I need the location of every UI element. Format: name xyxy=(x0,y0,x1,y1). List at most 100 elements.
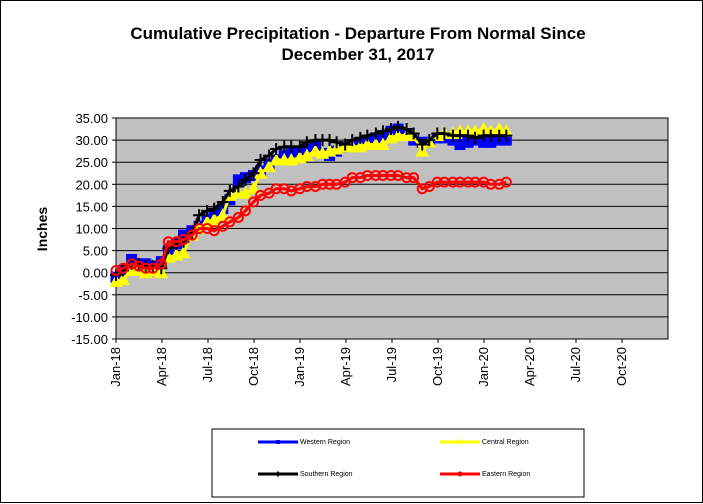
legend-item: Western Region xyxy=(258,439,350,446)
data-point xyxy=(177,234,189,246)
x-tick-label: Jul-19 xyxy=(384,347,399,382)
chart-title-line2: December 31, 2017 xyxy=(281,45,434,64)
data-point xyxy=(201,223,213,234)
data-point xyxy=(407,127,420,140)
data-point xyxy=(254,153,267,166)
legend-label: Eastern Region xyxy=(482,471,530,478)
data-point xyxy=(401,172,413,184)
x-tick-label: Jan-20 xyxy=(476,347,491,387)
data-point xyxy=(300,136,313,149)
data-point xyxy=(478,176,490,188)
data-point xyxy=(392,120,405,133)
series-eastern-region xyxy=(110,169,512,276)
data-point xyxy=(354,172,366,184)
data-point xyxy=(294,183,306,195)
data-point xyxy=(308,144,323,157)
data-point xyxy=(360,137,375,151)
data-point xyxy=(447,176,459,188)
legend-item: Southern Region xyxy=(258,471,353,478)
data-point xyxy=(323,134,336,147)
data-point xyxy=(370,169,382,181)
data-point xyxy=(462,129,475,142)
data-point xyxy=(376,125,389,138)
legend: Western Region Central Region Southern Reg… xyxy=(258,438,530,478)
data-point xyxy=(246,181,261,195)
data-point xyxy=(275,471,281,477)
y-tick-label: -5.00 xyxy=(78,288,108,303)
data-point xyxy=(201,204,214,217)
x-tick-label: Jan-18 xyxy=(108,347,123,387)
data-point xyxy=(384,123,397,136)
series-layer xyxy=(109,120,514,288)
data-point xyxy=(385,169,397,181)
data-point xyxy=(232,180,245,193)
data-point xyxy=(457,471,463,477)
data-point xyxy=(293,140,306,153)
data-point xyxy=(408,172,420,184)
data-point xyxy=(110,264,122,276)
data-point xyxy=(346,134,359,147)
legend-item: Central Region xyxy=(440,438,529,446)
x-tick-label: Oct-18 xyxy=(246,347,261,386)
data-point xyxy=(232,211,244,223)
x-axis: Jan-18 Apr-18 Jul-18 Oct-18 Jan-19 Apr-19 Jul-… xyxy=(108,339,629,387)
x-tick-label: Apr-19 xyxy=(338,347,353,386)
x-tick-label: Jan-19 xyxy=(292,347,307,387)
y-axis: 35.00 30.00 25.00 20.00 15.00 10.00 5.00 0.00 -5… xyxy=(71,111,116,347)
data-point xyxy=(247,196,259,208)
data-point xyxy=(431,176,443,188)
data-point xyxy=(423,134,436,147)
data-point xyxy=(500,129,513,142)
x-tick-label: Jul-18 xyxy=(200,347,215,382)
y-tick-label: 0.00 xyxy=(83,266,108,281)
data-point xyxy=(324,178,336,190)
data-point xyxy=(278,183,290,195)
y-tick-label: -10.00 xyxy=(71,310,108,325)
data-point xyxy=(176,245,191,259)
data-point xyxy=(239,205,251,217)
data-point xyxy=(133,260,145,272)
data-point xyxy=(456,438,464,444)
data-point xyxy=(500,176,512,188)
data-point xyxy=(361,129,374,142)
data-point xyxy=(438,127,451,140)
x-tick-label: Apr-18 xyxy=(154,347,169,386)
data-point xyxy=(215,208,230,221)
data-point xyxy=(263,149,276,162)
data-point xyxy=(400,123,413,136)
y-tick-label: 10.00 xyxy=(75,222,108,237)
data-point xyxy=(462,176,474,188)
data-point xyxy=(423,181,435,193)
data-point xyxy=(416,183,428,195)
data-point xyxy=(126,258,138,270)
y-tick-label: -15.00 xyxy=(71,332,108,347)
data-point xyxy=(117,262,129,274)
legend-label: Southern Region xyxy=(300,471,353,478)
y-tick-label: 30.00 xyxy=(75,133,108,148)
x-tick-label: Apr-20 xyxy=(522,347,537,386)
y-tick-label: 20.00 xyxy=(75,177,108,192)
data-point xyxy=(247,167,260,180)
x-tick-label: Oct-19 xyxy=(430,347,445,386)
data-point xyxy=(415,144,430,157)
grid-lines xyxy=(116,139,668,318)
data-point xyxy=(193,209,206,222)
data-point xyxy=(186,229,198,241)
data-point xyxy=(376,137,390,151)
legend-label: Western Region xyxy=(300,439,350,446)
data-point xyxy=(116,272,130,285)
x-tick-label: Jul-20 xyxy=(568,347,583,382)
legend-box xyxy=(211,428,585,498)
y-axis-label: Inches xyxy=(34,207,50,252)
data-point xyxy=(239,173,252,186)
data-point xyxy=(369,127,382,140)
data-point xyxy=(391,128,405,142)
data-point xyxy=(309,181,321,193)
data-point xyxy=(493,178,505,190)
data-point xyxy=(147,262,159,274)
y-tick-label: 25.00 xyxy=(75,155,108,170)
data-point xyxy=(224,216,236,228)
data-point xyxy=(140,262,152,274)
